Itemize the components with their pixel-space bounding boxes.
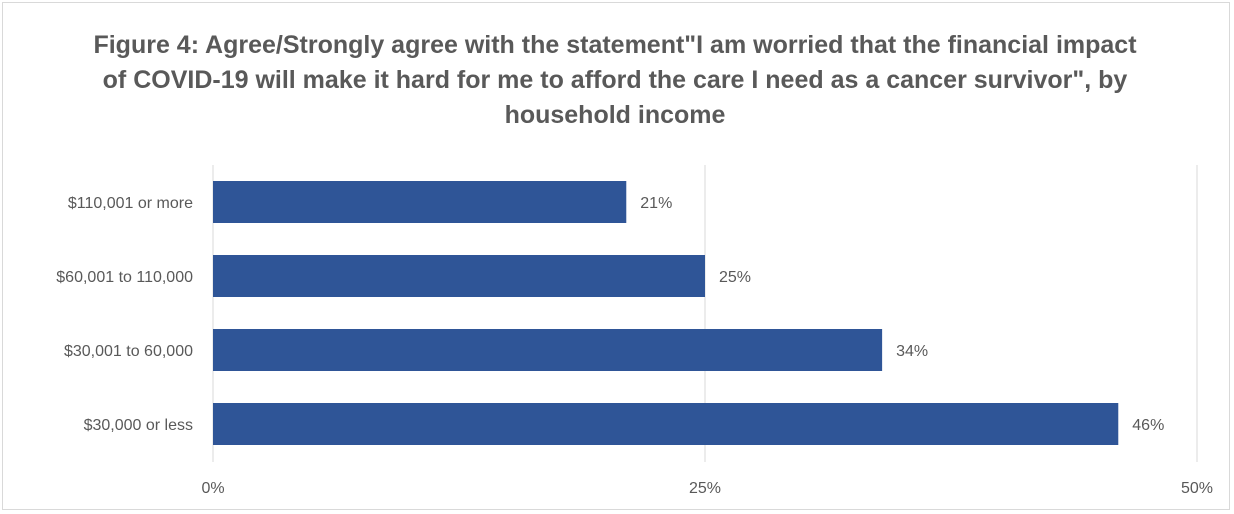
x-tick-label: 25%: [689, 480, 721, 497]
data-label: 46%: [1132, 417, 1164, 434]
chart-title: Figure 4: Agree/Strongly agree with the …: [93, 31, 1137, 129]
category-label: $30,000 or less: [84, 417, 193, 434]
labels: 0% 25% 50% $110,001 or more 21% $60,001 to 11…: [56, 195, 1213, 497]
category-label: $60,001 to 110,000: [56, 269, 193, 286]
bar: [213, 255, 705, 297]
bar: [213, 181, 627, 223]
data-label: 34%: [896, 343, 928, 360]
bars: [213, 181, 1119, 445]
x-tick-label: 50%: [1181, 480, 1213, 497]
category-label: $110,001 or more: [68, 195, 193, 212]
category-label: $30,001 to 60,000: [64, 343, 193, 360]
bar: [213, 403, 1119, 445]
bar: [213, 329, 883, 371]
data-label: 21%: [640, 195, 672, 212]
x-tick-label: 0%: [201, 480, 224, 497]
data-label: 25%: [719, 269, 751, 286]
